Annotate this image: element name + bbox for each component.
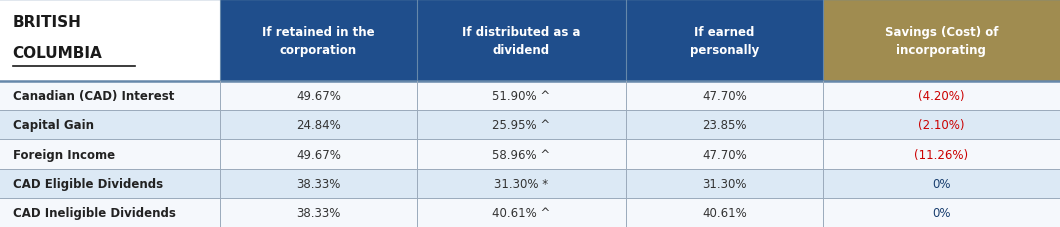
Text: COLUMBIA: COLUMBIA <box>13 46 103 61</box>
Text: 47.70%: 47.70% <box>702 90 747 103</box>
Bar <box>417 169 626 198</box>
Bar <box>626 140 823 169</box>
Text: 25.95% ^: 25.95% ^ <box>493 119 550 132</box>
Text: 40.61%: 40.61% <box>702 206 747 219</box>
Bar <box>220 111 417 140</box>
Bar <box>823 140 1060 169</box>
Text: If earned
personally: If earned personally <box>690 25 759 56</box>
Bar <box>417 198 626 227</box>
Text: (4.20%): (4.20%) <box>918 90 965 103</box>
Bar <box>0 169 220 198</box>
Bar <box>626 198 823 227</box>
Bar <box>823 169 1060 198</box>
Bar <box>220 140 417 169</box>
Text: Capital Gain: Capital Gain <box>13 119 93 132</box>
Bar <box>823 82 1060 111</box>
Bar <box>0 140 220 169</box>
Bar <box>626 0 823 82</box>
Bar <box>823 0 1060 82</box>
Bar <box>823 198 1060 227</box>
Text: 23.85%: 23.85% <box>703 119 746 132</box>
Bar <box>417 140 626 169</box>
Text: Canadian (CAD) Interest: Canadian (CAD) Interest <box>13 90 174 103</box>
Text: 49.67%: 49.67% <box>296 148 341 161</box>
Text: CAD Eligible Dividends: CAD Eligible Dividends <box>13 177 163 190</box>
Text: 58.96% ^: 58.96% ^ <box>493 148 550 161</box>
Bar <box>823 111 1060 140</box>
Text: 24.84%: 24.84% <box>296 119 341 132</box>
Bar <box>626 111 823 140</box>
Bar <box>417 111 626 140</box>
Text: 51.90% ^: 51.90% ^ <box>493 90 550 103</box>
Bar <box>0 111 220 140</box>
Bar <box>0 82 220 111</box>
Bar <box>417 82 626 111</box>
Bar <box>220 0 417 82</box>
Bar <box>0 0 220 82</box>
Text: Foreign Income: Foreign Income <box>13 148 114 161</box>
Text: If retained in the
corporation: If retained in the corporation <box>262 25 375 56</box>
Text: 49.67%: 49.67% <box>296 90 341 103</box>
Bar <box>220 169 417 198</box>
Text: 31.30%: 31.30% <box>703 177 746 190</box>
Bar <box>626 82 823 111</box>
Bar <box>417 0 626 82</box>
Bar <box>626 169 823 198</box>
Text: 40.61% ^: 40.61% ^ <box>492 206 551 219</box>
Text: 31.30% *: 31.30% * <box>494 177 549 190</box>
Text: (2.10%): (2.10%) <box>918 119 965 132</box>
Text: BRITISH: BRITISH <box>13 15 82 30</box>
Bar <box>220 82 417 111</box>
Bar <box>0 198 220 227</box>
Bar <box>220 198 417 227</box>
Text: 38.33%: 38.33% <box>297 177 340 190</box>
Text: 38.33%: 38.33% <box>297 206 340 219</box>
Text: 0%: 0% <box>932 177 951 190</box>
Text: Savings (Cost) of
incorporating: Savings (Cost) of incorporating <box>884 25 999 56</box>
Text: CAD Ineligible Dividends: CAD Ineligible Dividends <box>13 206 176 219</box>
Text: If distributed as a
dividend: If distributed as a dividend <box>462 25 581 56</box>
Text: (11.26%): (11.26%) <box>914 148 969 161</box>
Text: 47.70%: 47.70% <box>702 148 747 161</box>
Text: 0%: 0% <box>932 206 951 219</box>
